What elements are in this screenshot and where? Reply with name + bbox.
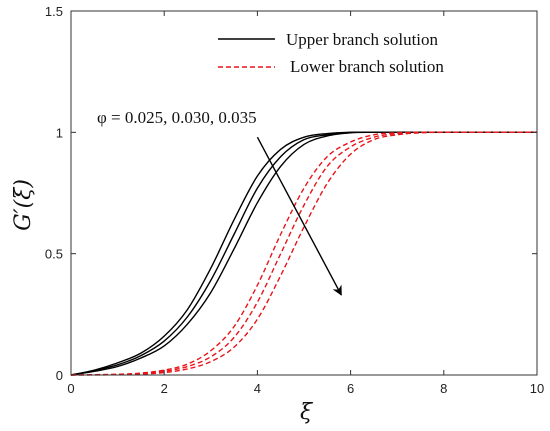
tick-labels: 0 2 4 6 8 10 0 0.5 1 1.5 — [45, 4, 544, 396]
plot-frame — [70, 10, 538, 376]
x-tick-label: 6 — [347, 381, 354, 396]
y-axis-label: G′(ξ) — [11, 179, 36, 231]
y-tick-label: 1.5 — [45, 4, 63, 19]
x-axis-label: ξ — [300, 400, 314, 425]
x-tick-label: 0 — [67, 381, 74, 396]
x-tick-label: 8 — [440, 381, 447, 396]
series-line-upper-1 — [70, 131, 537, 376]
y-tick-label: 0 — [56, 368, 63, 383]
y-tick-label: 1 — [56, 125, 63, 140]
legend-label-upper: Upper branch solution — [286, 30, 439, 49]
series-line-lower-4 — [70, 131, 537, 376]
annotation-arrow — [256, 136, 342, 296]
x-tick-label: 2 — [161, 381, 168, 396]
series-line-upper-0 — [70, 131, 537, 376]
legend: Upper branch solution Lower branch solut… — [218, 30, 444, 76]
x-tick-label: 4 — [254, 381, 261, 396]
ticks — [70, 10, 538, 376]
legend-label-lower: Lower branch solution — [290, 57, 444, 76]
phi-annotation: φ = 0.025, 0.030, 0.035 — [97, 108, 257, 127]
y-tick-label: 0.5 — [45, 247, 63, 262]
series-line-lower-5 — [70, 131, 537, 376]
series-line-lower-3 — [70, 131, 537, 376]
plot-lines — [70, 131, 537, 376]
x-tick-label: 10 — [530, 381, 544, 396]
series-line-upper-2 — [70, 131, 537, 376]
